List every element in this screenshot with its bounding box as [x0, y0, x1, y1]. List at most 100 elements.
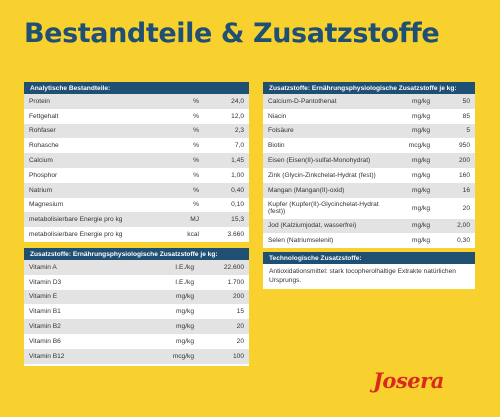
row-unit: mg/kg	[149, 289, 199, 305]
row-unit: mg/kg	[390, 123, 435, 139]
row-name: Vitamin B1	[24, 304, 149, 320]
row-unit: mg/kg	[390, 197, 435, 219]
row-name: metabolisierbare Energie pro kg	[24, 212, 164, 228]
table-row: Natrium% 0,40	[24, 182, 249, 198]
row-value: 85	[435, 108, 475, 124]
row-value: 0,40	[204, 182, 249, 198]
row-name: Zink (Glycin-Zinkchelat-Hydrat (fest))	[263, 167, 390, 183]
row-value: 3.660	[204, 227, 249, 242]
table-row: Folsäure mg/kg 5	[263, 123, 475, 139]
row-value: 15,3	[204, 212, 249, 228]
minerals-panel: Zusatzstoffe: Ernährungsphysiologische Z…	[263, 82, 475, 249]
table-row: Vitamin B6 mg/kg 20	[24, 333, 249, 349]
table-row: metabolisierbare Energie pro kg MJ 15,3	[24, 212, 249, 228]
row-unit: %	[164, 197, 204, 213]
row-unit: mg/kg	[390, 94, 435, 109]
row-unit: I.E./kg	[149, 274, 199, 290]
row-unit: %	[164, 94, 204, 109]
row-value: 24,0	[204, 94, 249, 109]
row-value: 2,00	[435, 218, 475, 234]
analytical-table: Protein% 24,0 Fettgehalt% 12,0 Rohfaser% 2,3 R…	[24, 94, 249, 242]
row-unit: %	[164, 167, 204, 183]
row-value: 15	[199, 304, 249, 320]
row-value: 200	[435, 153, 475, 168]
row-name: metabolisierbare Energie pro kg	[24, 227, 164, 242]
row-name: Vitamin A	[24, 260, 149, 275]
row-name: Vitamin D3	[24, 274, 149, 290]
table-row: Rohfaser% 2,3	[24, 123, 249, 139]
table-row: Niacin mg/kg 85	[263, 108, 475, 124]
table-row: Mangan (Mangan(II)-oxid) mg/kg 16	[263, 182, 475, 198]
row-value: 22.600	[199, 260, 249, 275]
table-row: Fettgehalt% 12,0	[24, 108, 249, 124]
row-name: Vitamin B12	[24, 348, 149, 364]
minerals-heading: Zusatzstoffe: Ernährungsphysiologische Z…	[263, 82, 475, 94]
row-unit: I.E./kg	[149, 260, 199, 275]
table-row: Selen (Natriumselenit) mg/kg 0,30	[263, 233, 475, 249]
row-unit: mg/kg	[390, 108, 435, 124]
table-row: Magnesium% 0,10	[24, 197, 249, 213]
table-row: Vitamin A I.E./kg 22.600	[24, 260, 249, 275]
page-title: Bestandteile & Zusatzstoffe	[24, 18, 440, 49]
row-unit: mg/kg	[149, 319, 199, 334]
analytical-heading: Analytische Bestandteile:	[24, 82, 249, 94]
row-value: 20	[435, 197, 475, 219]
table-row: Kupfer (Kupfer(II)-Glycinchelat-Hydrat (…	[263, 197, 475, 219]
row-value: 1,00	[204, 167, 249, 183]
row-name: Biotin	[263, 138, 390, 154]
row-name: Calcium	[24, 153, 164, 168]
row-value: 0,10	[204, 197, 249, 213]
technical-panel: Technologische Zusatzstoffe: Antioxidati…	[263, 252, 475, 289]
row-value: 12,0	[204, 108, 249, 124]
row-value: 20	[199, 319, 249, 334]
row-unit: MJ	[164, 212, 204, 228]
row-unit: mg/kg	[390, 153, 435, 168]
table-row: Jod (Kalziumjodat, wasserfrei) mg/kg 2,00	[263, 218, 475, 234]
row-name: Niacin	[263, 108, 390, 124]
row-name: Protein	[24, 94, 164, 109]
row-name: Folsäure	[263, 123, 390, 139]
row-unit: %	[164, 153, 204, 168]
row-value: 950	[435, 138, 475, 154]
row-name: Selen (Natriumselenit)	[263, 233, 390, 249]
table-row: Zink (Glycin-Zinkchelat-Hydrat (fest)) mg…	[263, 167, 475, 183]
josera-logo: Josera	[373, 368, 444, 393]
table-row: Vitamin D3 I.E./kg 1.700	[24, 274, 249, 290]
row-name: Eisen (Eisen(II)-sulfat-Monohydrat)	[263, 153, 390, 168]
row-value: 2,3	[204, 123, 249, 139]
technical-text: Antioxidationsmittel: stark tocopherolha…	[269, 268, 456, 284]
row-value: 200	[199, 289, 249, 305]
row-value: 1,45	[204, 153, 249, 168]
row-unit: %	[164, 138, 204, 154]
table-row: Eisen (Eisen(II)-sulfat-Monohydrat) mg/kg…	[263, 153, 475, 168]
row-value: 100	[199, 348, 249, 364]
row-unit: mg/kg	[390, 167, 435, 183]
row-unit: mg/kg	[149, 304, 199, 320]
table-row: Protein% 24,0	[24, 94, 249, 109]
row-unit: mg/kg	[390, 233, 435, 249]
vitamins-heading: Zusatzstoffe: Ernährungsphysiologische Z…	[24, 248, 249, 260]
row-name: Rohasche	[24, 138, 164, 154]
table-row: Vitamin B1 mg/kg 15	[24, 304, 249, 320]
analytical-panel: Analytische Bestandteile: Protein% 24,0 Fe…	[24, 82, 249, 242]
row-name: Natrium	[24, 182, 164, 198]
vitamins-table: Vitamin A I.E./kg 22.600 Vitamin D3 I.E./kg 1…	[24, 260, 249, 364]
row-unit: mcg/kg	[390, 138, 435, 154]
row-name: Mangan (Mangan(II)-oxid)	[263, 182, 390, 198]
table-row: Rohasche% 7,0	[24, 138, 249, 154]
table-row: metabolisierbare Energie pro kg kcal 3.660	[24, 227, 249, 242]
vitamins-panel: Zusatzstoffe: Ernährungsphysiologische Z…	[24, 248, 249, 366]
row-unit: %	[164, 182, 204, 198]
row-name: Jod (Kalziumjodat, wasserfrei)	[263, 218, 390, 234]
table-row: Calcium% 1,45	[24, 153, 249, 168]
row-unit: kcal	[164, 227, 204, 242]
row-value: 0,30	[435, 233, 475, 249]
row-value: 50	[435, 94, 475, 109]
row-name: Kupfer (Kupfer(II)-Glycinchelat-Hydrat (…	[263, 197, 390, 219]
row-unit: %	[164, 123, 204, 139]
row-value: 16	[435, 182, 475, 198]
table-row: Biotin mcg/kg 950	[263, 138, 475, 154]
row-name: Rohfaser	[24, 123, 164, 139]
row-name: Vitamin B6	[24, 333, 149, 349]
